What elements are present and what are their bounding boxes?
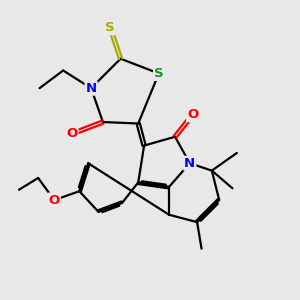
Text: N: N (184, 157, 195, 170)
Text: O: O (66, 127, 78, 140)
Text: S: S (154, 67, 164, 80)
Text: O: O (49, 194, 60, 207)
Text: O: O (187, 108, 198, 121)
Text: S: S (105, 21, 115, 34)
Text: N: N (85, 82, 97, 95)
